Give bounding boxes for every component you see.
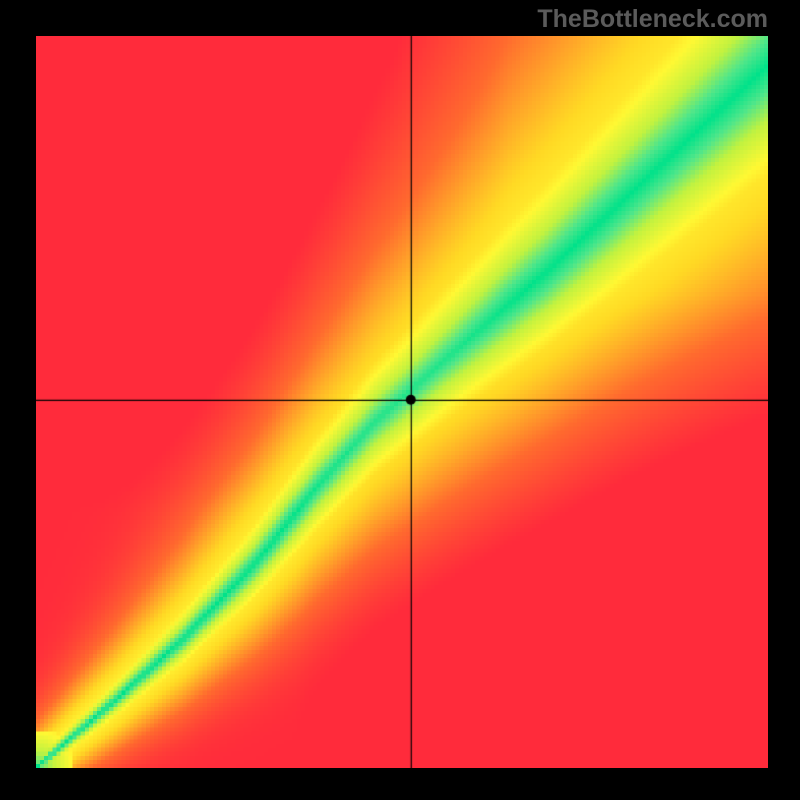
crosshair-overlay — [36, 36, 768, 768]
chart-container: TheBottleneck.com — [0, 0, 800, 800]
watermark-text: TheBottleneck.com — [537, 5, 768, 34]
